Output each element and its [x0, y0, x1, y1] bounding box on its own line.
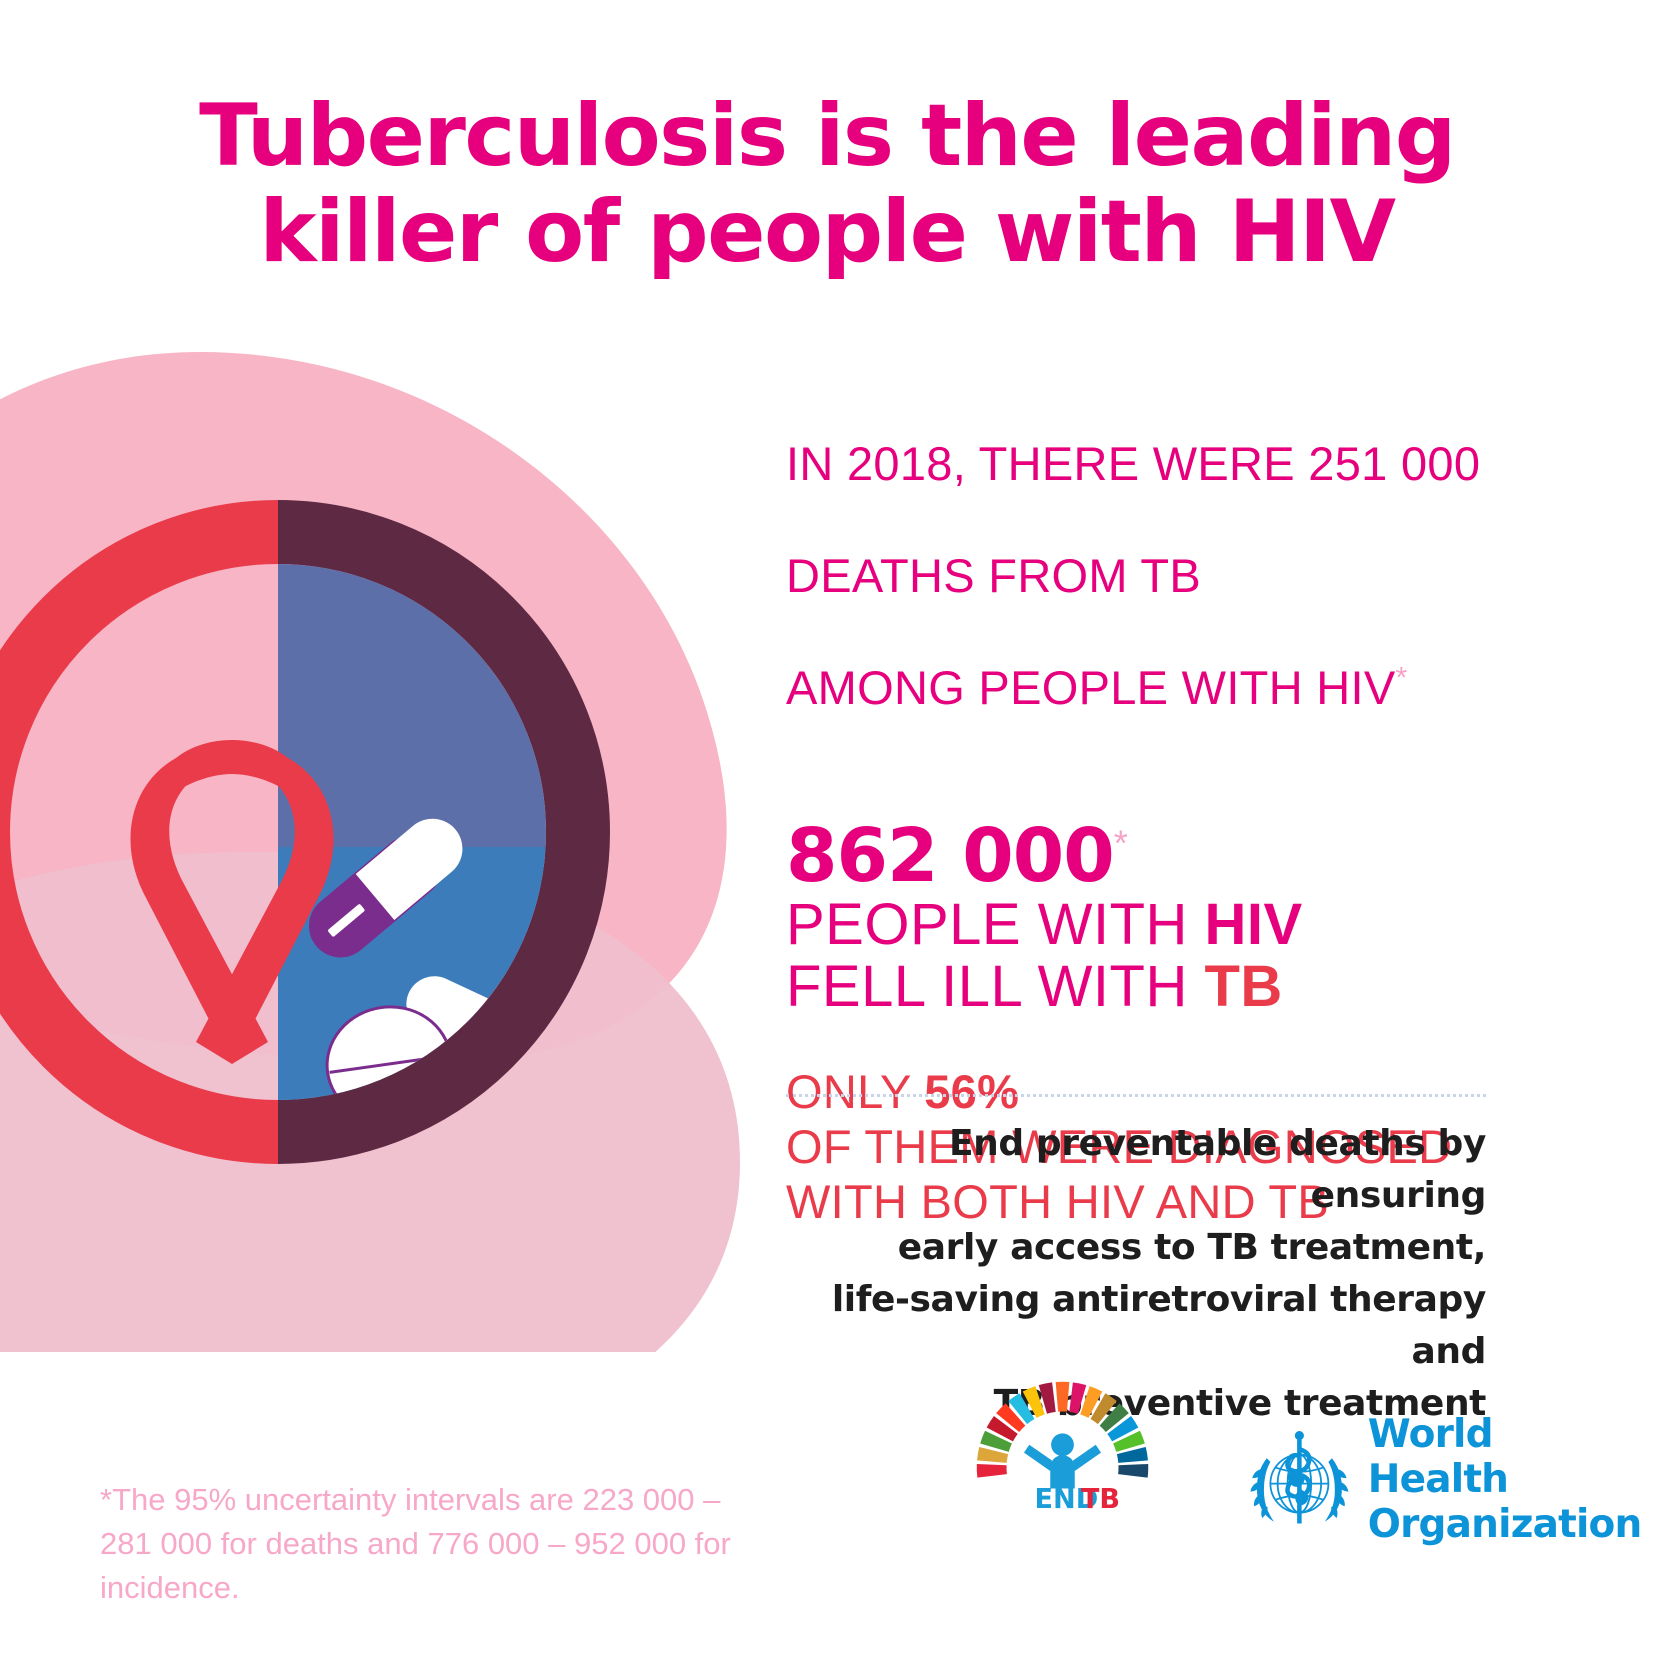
- who-laurel-right: [1324, 1457, 1349, 1522]
- endtb-tb-text: TB: [1081, 1484, 1120, 1515]
- sdg-wheel-segment: [1080, 1386, 1103, 1418]
- sdg-wheel-segment: [980, 1430, 1012, 1452]
- hiv-tb-illustration: [0, 352, 800, 1352]
- deaths-line-1: IN 2018, THERE WERE 251 000: [786, 437, 1481, 490]
- aids-red-ribbon-icon: [130, 740, 334, 1064]
- endtb-figure-icon: [1024, 1433, 1101, 1489]
- incidence-line-3: FELL ILL WITH TB: [786, 954, 1283, 1019]
- statistics-column: IN 2018, THERE WERE 251 000 DEATHS FROM …: [786, 380, 1546, 1229]
- cta-line-1: End preventable deaths by ensuring: [948, 1123, 1486, 1216]
- sdg-wheel-segment: [1055, 1381, 1070, 1412]
- sdg-wheel-segment: [996, 1403, 1026, 1433]
- sdg-wheel-segment: [1099, 1403, 1129, 1433]
- endtb-end-text: END: [1035, 1484, 1099, 1515]
- deaths-line-2: DEATHS FROM TB: [786, 549, 1202, 602]
- footnote: *The 95% uncertainty intervals are 223 0…: [100, 1478, 860, 1610]
- diagnosed-line-3: WITH BOTH HIV AND TB: [786, 1175, 1330, 1228]
- hiv-emphasis: HIV: [1204, 892, 1303, 957]
- logo-row: END TB: [975, 1380, 1642, 1580]
- sdg-wheel-segment: [986, 1415, 1018, 1442]
- sdg-wheel-segment: [1038, 1382, 1056, 1414]
- incidence-asterisk: *: [1113, 822, 1128, 864]
- deaths-asterisk: *: [1395, 661, 1408, 695]
- deaths-statistic: IN 2018, THERE WERE 251 000 DEATHS FROM …: [786, 380, 1546, 772]
- incidence-number: 862 000: [786, 813, 1115, 899]
- sdg-wheel-segment: [977, 1446, 1009, 1463]
- sdg-wheel-segment: [1069, 1382, 1087, 1414]
- sdg-wheel-segment: [1118, 1464, 1149, 1478]
- who-line-1: World Health: [1367, 1412, 1509, 1502]
- pill-capsule-purple-white-icon: [309, 818, 463, 958]
- who-laurel-left: [1250, 1457, 1275, 1522]
- who-emblem-icon: [1250, 1430, 1349, 1524]
- incidence-number-row: 862 000*: [786, 818, 1546, 894]
- ring-right-maroon-tb: [278, 500, 610, 1164]
- sdg-wheel-segment: [1090, 1393, 1117, 1425]
- who-caduceus-icon: [1285, 1430, 1312, 1524]
- sdg-wheel-segment: [976, 1464, 1007, 1478]
- title-line-2: killer of people with HIV: [259, 182, 1396, 282]
- section-divider: [786, 1094, 1486, 1097]
- diagnosed-line-1: ONLY 56%: [786, 1065, 1020, 1118]
- who-logo: World Health Organization: [1245, 1412, 1643, 1547]
- footnote-line-2: 281 000 for deaths and 776 000 – 952 000…: [100, 1526, 731, 1605]
- sdg-wheel-segment: [1022, 1386, 1045, 1418]
- sdg-wheel-segment: [1116, 1446, 1148, 1463]
- sdg-wheel-segment: [1113, 1430, 1145, 1452]
- end-tb-logo: END TB: [975, 1380, 1150, 1560]
- diagnosed-line-2: OF THEM WERE DIAGNOSED: [786, 1120, 1453, 1173]
- footnote-line-1: *The 95% uncertainty intervals are 223 0…: [100, 1482, 721, 1517]
- incidence-statistic: 862 000* PEOPLE WITH HIV FELL ILL WITH T…: [786, 818, 1546, 1018]
- title-line-1: Tuberculosis is the leading: [199, 86, 1456, 186]
- page-title: Tuberculosis is the leading killer of pe…: [0, 88, 1654, 280]
- sdg-wheel-segment: [1008, 1393, 1035, 1425]
- sdg-color-wheel-icon: [976, 1381, 1149, 1478]
- who-wordmark: World Health Organization: [1368, 1412, 1643, 1547]
- diagnosed-statistic: ONLY 56% OF THEM WERE DIAGNOSED WITH BOT…: [786, 1064, 1546, 1229]
- percent-emphasis: 56%: [924, 1065, 1020, 1118]
- deaths-line-3: AMONG PEOPLE WITH HIV*: [786, 661, 1408, 714]
- cta-line-2: early access to TB treatment,: [897, 1227, 1487, 1268]
- sdg-wheel-segment: [1107, 1415, 1139, 1442]
- tb-emphasis: TB: [1204, 954, 1283, 1019]
- cta-line-3: life-saving antiretroviral therapy and: [831, 1279, 1487, 1372]
- incidence-line-2: PEOPLE WITH HIV: [786, 892, 1303, 957]
- who-line-2: Organization: [1367, 1502, 1643, 1547]
